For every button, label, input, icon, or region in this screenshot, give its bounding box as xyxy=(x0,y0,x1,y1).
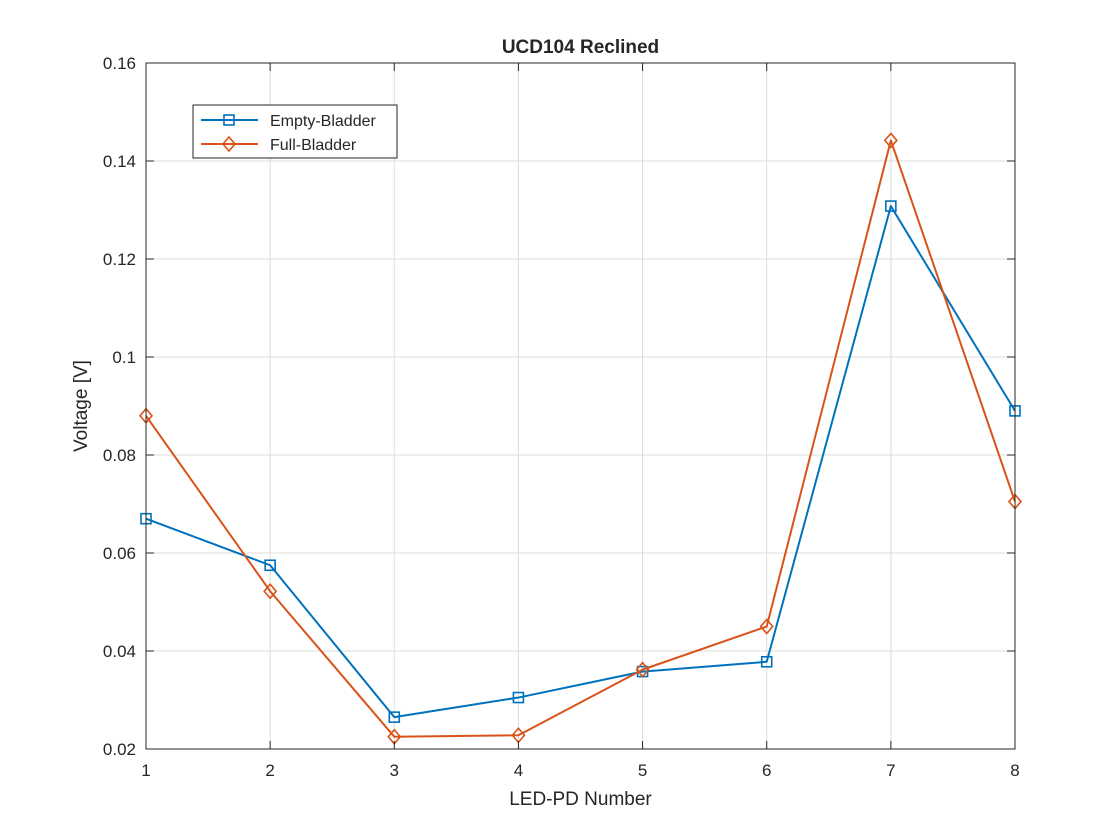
x-tick-label: 3 xyxy=(390,761,399,780)
series-full-bladder xyxy=(138,132,1023,745)
legend-item: Empty-Bladder xyxy=(201,113,376,130)
legend-item: Full-Bladder xyxy=(201,135,357,154)
x-tick-label: 6 xyxy=(762,761,771,780)
square-marker xyxy=(388,711,401,723)
y-tick-label: 0.02 xyxy=(103,740,136,759)
x-tick-label: 7 xyxy=(886,761,895,780)
square-marker xyxy=(885,200,897,212)
series-line xyxy=(145,139,1016,738)
legend: Empty-Bladder Full-Bladder xyxy=(192,104,398,159)
y-tick-label: 0.08 xyxy=(103,446,136,465)
y-tick-label: 0.12 xyxy=(103,250,136,269)
legend-label: Empty-Bladder xyxy=(270,113,376,130)
axes-box xyxy=(145,62,1016,750)
diamond-marker xyxy=(883,132,898,149)
tick-marks xyxy=(145,62,1016,750)
x-tick-label: 4 xyxy=(514,761,523,780)
y-tick-label: 0.16 xyxy=(103,54,136,73)
diamond-marker xyxy=(221,135,237,153)
series-line xyxy=(145,205,1016,719)
x-tick-label: 5 xyxy=(638,761,647,780)
diamond-marker xyxy=(263,582,278,600)
plot-area xyxy=(146,63,1015,749)
square-marker xyxy=(223,114,235,126)
legend-label: Full-Bladder xyxy=(270,137,357,154)
y-tick-label: 0.14 xyxy=(103,152,136,171)
x-tick-label: 8 xyxy=(1010,761,1019,780)
y-tick-label: 0.1 xyxy=(112,348,136,367)
x-tick-label: 2 xyxy=(265,761,274,780)
tick-labels: 1 2 3 4 5 6 7 8 0.02 0.04 0.06 0.08 0.1 0.12 0.14 0.16 xyxy=(103,54,1020,780)
y-axis-label: Voltage [V] xyxy=(71,360,92,452)
diamond-marker xyxy=(635,661,650,678)
square-marker xyxy=(760,655,773,668)
square-marker xyxy=(264,559,276,572)
diamond-marker xyxy=(759,618,774,635)
x-axis-label: LED-PD Number xyxy=(509,789,652,810)
chart-title: UCD104 Reclined xyxy=(502,37,659,58)
x-tick-label: 1 xyxy=(141,761,150,780)
data-series xyxy=(138,132,1023,745)
y-tick-label: 0.06 xyxy=(103,544,136,563)
y-tick-label: 0.04 xyxy=(103,642,136,661)
square-marker xyxy=(512,691,525,704)
